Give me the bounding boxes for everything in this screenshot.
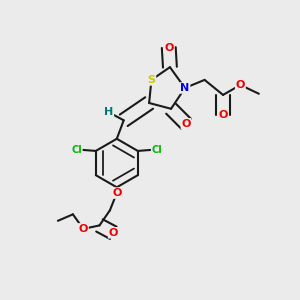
Text: N: N bbox=[180, 83, 190, 93]
Text: O: O bbox=[218, 110, 228, 119]
Text: O: O bbox=[109, 228, 118, 238]
Text: Cl: Cl bbox=[71, 145, 82, 155]
Text: O: O bbox=[112, 188, 122, 198]
Text: O: O bbox=[182, 119, 191, 129]
Text: S: S bbox=[147, 75, 155, 85]
Text: H: H bbox=[104, 107, 113, 117]
Text: Cl: Cl bbox=[152, 145, 162, 155]
Text: O: O bbox=[236, 80, 245, 90]
Text: O: O bbox=[164, 43, 173, 52]
Text: O: O bbox=[79, 224, 88, 234]
